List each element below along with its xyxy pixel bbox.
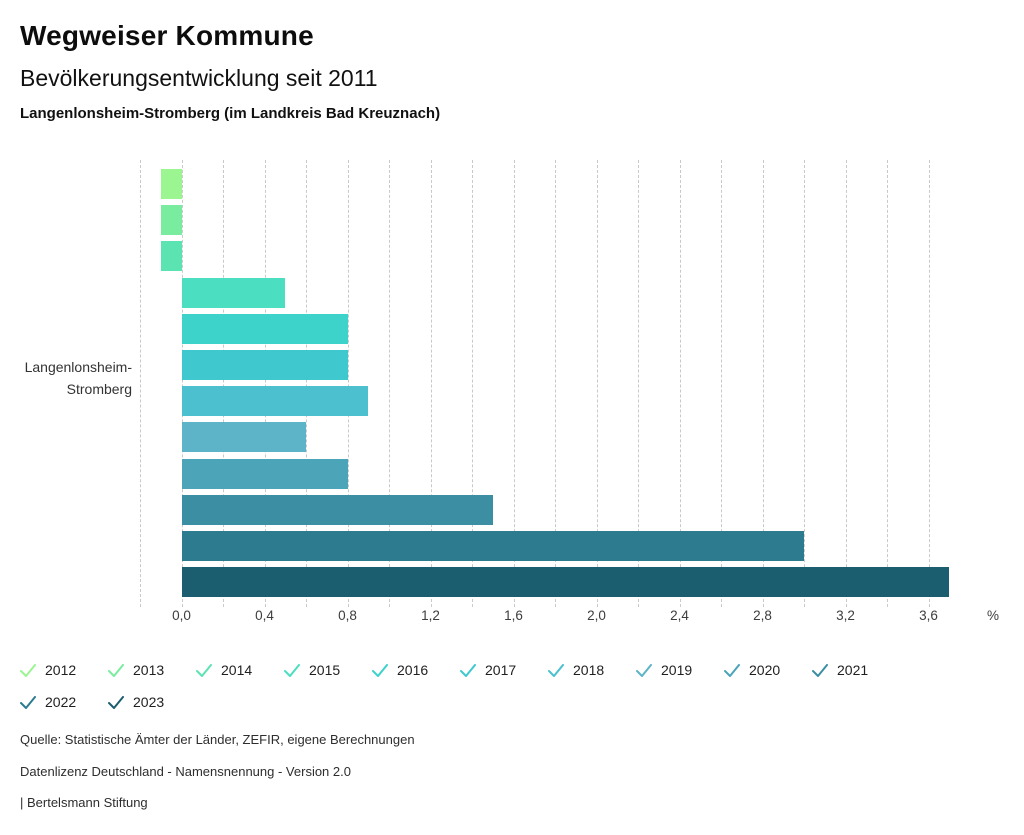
x-tick-label: 2,8 xyxy=(753,608,772,623)
gridline xyxy=(513,160,515,607)
bar-2015[interactable] xyxy=(181,277,286,308)
check-icon xyxy=(196,663,212,677)
legend-year-label: 2012 xyxy=(45,662,77,678)
bar-2020[interactable] xyxy=(181,458,348,489)
gridline xyxy=(472,160,473,607)
legend-item-2014[interactable]: 2014 xyxy=(196,660,284,680)
x-tick-label: 0,4 xyxy=(255,608,274,623)
legend-item-2020[interactable]: 2020 xyxy=(724,660,812,680)
gridline xyxy=(721,160,722,607)
legend-item-2021[interactable]: 2021 xyxy=(812,660,900,680)
gridline xyxy=(223,160,224,607)
bar-2017[interactable] xyxy=(181,350,348,380)
x-tick-label: 0,8 xyxy=(338,608,357,623)
check-icon xyxy=(548,663,564,677)
x-axis-unit: % xyxy=(986,608,1000,623)
y-axis-category-label-line1: Langenlonsheim- xyxy=(24,359,132,375)
check-icon xyxy=(108,695,124,709)
bar-2022[interactable] xyxy=(181,531,804,561)
legend-year-label: 2021 xyxy=(837,662,869,678)
legend-year-label: 2022 xyxy=(45,694,77,710)
gridline xyxy=(555,160,556,607)
x-tick-label: 0,0 xyxy=(172,608,191,623)
check-icon xyxy=(812,663,828,677)
x-tick-label: 3,6 xyxy=(919,608,938,623)
x-tick-label: 3,2 xyxy=(836,608,855,623)
gridline xyxy=(887,160,888,607)
y-axis-category-label-line2: Stromberg xyxy=(66,381,132,397)
x-axis: % 0,0 0,4 0,8 1,2 1,6 2,0 2,4 2,8 3,2 3,6 xyxy=(140,608,999,626)
check-icon xyxy=(20,695,36,709)
legend-year-label: 2023 xyxy=(133,694,165,710)
bar-2023[interactable] xyxy=(181,567,950,598)
legend-item-2012[interactable]: 2012 xyxy=(20,660,108,680)
page-header: Wegweiser Kommune Bevölkerungsentwicklun… xyxy=(20,22,440,123)
legend-year-label: 2020 xyxy=(749,662,781,678)
legend-year-label: 2016 xyxy=(397,662,429,678)
bar-2018[interactable] xyxy=(181,386,369,417)
legend-year-label: 2013 xyxy=(133,662,165,678)
bar-2013[interactable] xyxy=(160,205,182,236)
attribution-note: | Bertelsmann Stiftung xyxy=(20,795,148,810)
legend-item-2023[interactable]: 2023 xyxy=(108,692,196,712)
chart-title: Bevölkerungsentwicklung seit 2011 xyxy=(20,65,378,91)
gridline xyxy=(804,160,805,607)
bar-2016[interactable] xyxy=(181,313,348,344)
legend-year-label: 2015 xyxy=(309,662,341,678)
x-tick-label: 2,4 xyxy=(670,608,689,623)
bar-2021[interactable] xyxy=(181,494,493,525)
gridline xyxy=(845,160,847,607)
bar-2019[interactable] xyxy=(181,422,306,453)
bar-2014[interactable] xyxy=(160,241,182,272)
gridline xyxy=(762,160,764,607)
legend-item-2017[interactable]: 2017 xyxy=(460,660,548,680)
plot-area xyxy=(140,160,970,607)
legend-item-2016[interactable]: 2016 xyxy=(372,660,460,680)
legend-item-2019[interactable]: 2019 xyxy=(636,660,724,680)
check-icon xyxy=(372,663,388,677)
gridline xyxy=(181,160,183,607)
gridline xyxy=(638,160,639,607)
gridline xyxy=(264,160,266,607)
check-icon xyxy=(636,663,652,677)
legend-item-2013[interactable]: 2013 xyxy=(108,660,196,680)
population-development-chart: Langenlonsheim- Stromberg % 0,0 0,4 0,8 1,2… xyxy=(16,160,999,626)
legend-year-label: 2018 xyxy=(573,662,605,678)
legend-year-label: 2017 xyxy=(485,662,517,678)
legend-year-label: 2014 xyxy=(221,662,253,678)
license-note: Datenlizenz Deutschland - Namensnennung … xyxy=(20,763,351,779)
check-icon xyxy=(284,663,300,677)
region-subtitle: Langenlonsheim-Stromberg (im Landkreis B… xyxy=(20,105,441,122)
page-footer: Quelle: Statistische Ämter der Länder, Z… xyxy=(20,733,415,828)
gridline xyxy=(928,160,930,607)
gridline xyxy=(306,160,307,607)
gridline xyxy=(679,160,681,607)
x-tick-label: 2,0 xyxy=(587,608,606,623)
source-note: Quelle: Statistische Ämter der Länder, Z… xyxy=(20,732,415,747)
legend-item-2022[interactable]: 2022 xyxy=(20,692,108,712)
gridline xyxy=(140,160,141,607)
page-title: Wegweiser Kommune xyxy=(20,20,314,51)
x-tick-label: 1,2 xyxy=(421,608,440,623)
check-icon xyxy=(460,663,476,677)
check-icon xyxy=(108,663,124,677)
legend-year-label: 2019 xyxy=(661,662,693,678)
legend-item-2018[interactable]: 2018 xyxy=(548,660,636,680)
bar-2012[interactable] xyxy=(160,169,182,199)
x-tick-label: 1,6 xyxy=(504,608,523,623)
gridline xyxy=(389,160,390,607)
check-icon xyxy=(724,663,740,677)
y-axis-category-label: Langenlonsheim- Stromberg xyxy=(16,356,132,400)
gridline xyxy=(430,160,432,607)
chart-legend: 2012 2013 2014 2015 2016 2017 2018 2019 2020 2021… xyxy=(20,660,940,724)
gridline xyxy=(596,160,598,607)
check-icon xyxy=(20,663,36,677)
legend-item-2015[interactable]: 2015 xyxy=(284,660,372,680)
gridline xyxy=(347,160,349,607)
